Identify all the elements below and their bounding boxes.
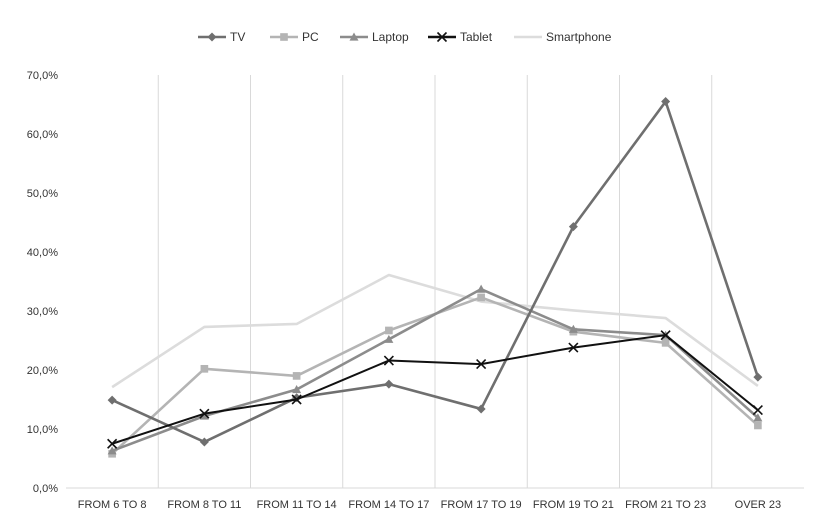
- x-marker-stroke: [476, 359, 487, 370]
- y-tick-label: 10,0%: [27, 424, 58, 436]
- legend: TV PC Laptop Tablet Smartphone: [198, 30, 612, 44]
- x-marker-stroke: [107, 438, 118, 449]
- x-marker: [660, 330, 671, 341]
- diamond-marker: [476, 404, 486, 414]
- x-marker: [436, 31, 448, 43]
- y-tick-label: 70,0%: [27, 70, 58, 82]
- x-tick-label: FROM 8 TO 11: [167, 499, 241, 511]
- x-marker-stroke: [568, 342, 579, 353]
- diamond-marker: [207, 32, 217, 42]
- triangle-marker: [349, 32, 359, 41]
- square-marker: [477, 293, 485, 302]
- grid: [157, 75, 713, 488]
- series-line-tv: [111, 100, 760, 444]
- x-marker: [291, 394, 302, 405]
- x-marker: [568, 342, 579, 353]
- square-marker: [754, 421, 762, 430]
- series-line-tablet: [111, 334, 759, 445]
- square-marker: [280, 33, 288, 41]
- square-marker: [385, 326, 393, 335]
- x-marker-stroke: [660, 330, 671, 341]
- square-marker: [661, 339, 670, 347]
- x-tick-label: FROM 6 TO 8: [78, 499, 147, 511]
- x-marker: [107, 438, 118, 449]
- x-tick-label: FROM 21 TO 23: [625, 499, 706, 511]
- x-tick-label: FROM 11 TO 14: [257, 499, 337, 511]
- legend-item-tablet: Tablet: [428, 30, 493, 44]
- y-tick-label: 0,0%: [33, 483, 58, 495]
- y-tick-label: 40,0%: [27, 247, 58, 259]
- x-tick-label: OVER 23: [735, 499, 781, 511]
- diamond-marker: [384, 379, 394, 389]
- triangle-marker: [292, 384, 302, 394]
- triangle-marker: [753, 413, 763, 422]
- y-tick-label: 50,0%: [27, 188, 58, 200]
- series-smartphone: [111, 273, 759, 389]
- square-marker: [292, 372, 301, 380]
- triangle-marker: [568, 324, 578, 333]
- y-tick-label: 30,0%: [27, 306, 58, 318]
- series-tablet: [107, 330, 763, 449]
- legend-item-laptop: Laptop: [340, 30, 409, 44]
- legend-label: TV: [230, 30, 245, 44]
- series-lines: [107, 97, 763, 458]
- x-marker: [199, 408, 210, 419]
- x-marker-stroke: [436, 31, 448, 43]
- legend-item-pc: PC: [270, 30, 319, 44]
- x-tick-label: FROM 14 TO 17: [348, 499, 429, 511]
- diamond-marker: [661, 97, 671, 107]
- x-tick-label: FROM 19 TO 21: [533, 499, 614, 511]
- square-marker: [200, 364, 209, 373]
- legend-label: Smartphone: [546, 30, 612, 44]
- legend-item-tv: TV: [198, 30, 245, 44]
- x-marker-stroke: [383, 355, 394, 366]
- triangle-marker: [476, 284, 486, 293]
- axes: 0,0% 10,0% 20,0% 30,0% 40,0% 50,0% 60,0% 70,0% F…: [27, 70, 804, 511]
- diamond-marker: [568, 222, 578, 232]
- x-marker-stroke: [291, 394, 302, 405]
- x-marker: [383, 355, 394, 366]
- diamond-marker: [753, 372, 763, 382]
- legend-item-smartphone: Smartphone: [514, 30, 612, 44]
- diamond-marker: [107, 395, 117, 405]
- legend-label: Laptop: [372, 30, 409, 44]
- diamond-marker: [199, 437, 209, 447]
- series-tv: [107, 97, 763, 447]
- triangle-marker: [199, 411, 209, 420]
- x-marker: [752, 405, 763, 416]
- x-tick-label: FROM 17 TO 19: [441, 499, 522, 511]
- y-tick-label: 60,0%: [27, 129, 58, 141]
- x-marker-stroke: [199, 408, 210, 419]
- series-line-smartphone: [111, 273, 759, 389]
- x-marker: [476, 359, 487, 370]
- legend-label: Tablet: [460, 30, 493, 44]
- triangle-marker: [107, 446, 117, 455]
- legend-label: PC: [302, 30, 319, 44]
- x-marker-stroke: [752, 405, 763, 416]
- triangle-marker: [384, 334, 394, 343]
- y-tick-label: 20,0%: [27, 365, 58, 377]
